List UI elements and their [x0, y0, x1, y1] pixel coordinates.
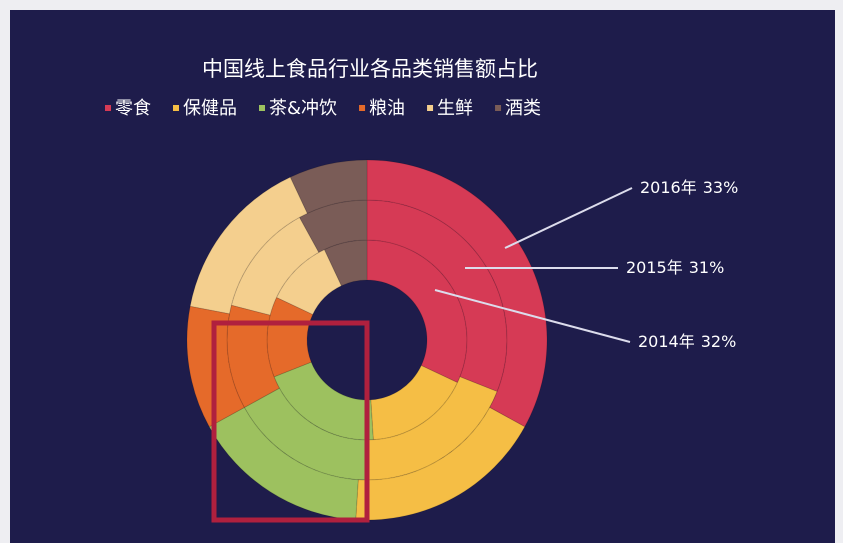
legend-swatch	[359, 105, 366, 111]
legend-label: 茶&冲饮	[269, 98, 337, 119]
legend-swatch	[427, 105, 434, 111]
annotations: 2014年 32% 2015年 31% 2016年 33%	[434, 178, 738, 351]
ring-segment	[289, 159, 368, 214]
annotation-year: 2015年	[626, 258, 683, 277]
ring-segment	[366, 159, 548, 428]
chart-title: 中国线上食品行业各品类销售额占比	[202, 57, 538, 81]
annotation-year: 2014年	[638, 332, 695, 351]
legend-swatch	[105, 105, 111, 111]
annotation-value: 31%	[689, 258, 725, 277]
legend-swatch	[173, 105, 179, 111]
annotation: 2016年 33%	[640, 178, 738, 197]
annotation: 2014年 32%	[638, 332, 736, 351]
annotation: 2015年 31%	[626, 258, 724, 277]
annotation-value: 33%	[703, 178, 739, 197]
legend-label: 零食	[115, 98, 151, 119]
highlight-box	[211, 320, 370, 523]
leader-line	[434, 289, 631, 343]
legend-swatch	[259, 105, 265, 111]
legend-label: 保健品	[183, 98, 237, 119]
leader-line	[504, 187, 633, 249]
ring-segment	[298, 199, 368, 254]
ring-segment	[208, 406, 359, 521]
legend-swatch	[495, 105, 502, 111]
annotation-year: 2016年	[640, 178, 697, 197]
ring-segment	[323, 239, 368, 287]
legend: 零食 保健品 茶&冲饮 粮油 生鲜 酒类	[105, 98, 541, 119]
legend-label: 生鲜	[437, 98, 473, 119]
legend-label: 粮油	[369, 98, 405, 119]
legend-label: 酒类	[505, 98, 541, 119]
rings	[186, 159, 548, 521]
annotation-value: 32%	[701, 332, 737, 351]
